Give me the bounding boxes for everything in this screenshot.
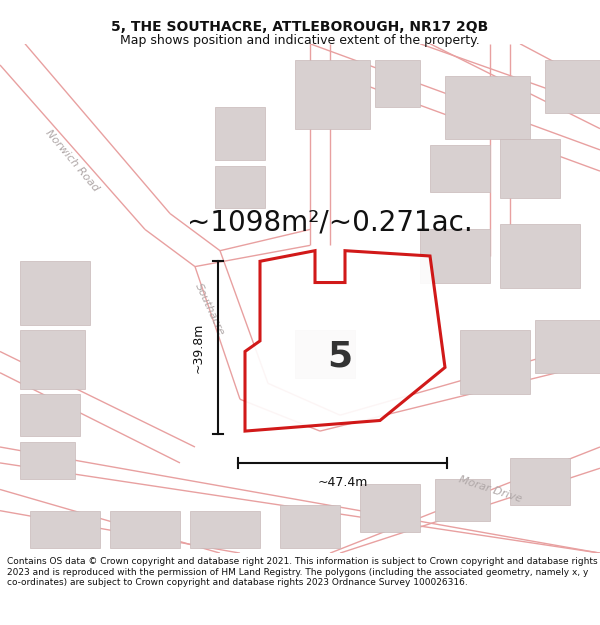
Polygon shape <box>430 144 490 192</box>
Polygon shape <box>20 442 75 479</box>
Polygon shape <box>20 330 85 389</box>
Text: ~39.8m: ~39.8m <box>191 322 205 373</box>
Polygon shape <box>215 107 265 161</box>
Polygon shape <box>460 330 530 394</box>
Text: Norwich Road: Norwich Road <box>43 127 101 193</box>
Polygon shape <box>535 319 600 372</box>
Polygon shape <box>375 59 420 108</box>
Polygon shape <box>20 261 90 325</box>
Polygon shape <box>420 229 490 282</box>
Text: Map shows position and indicative extent of the property.: Map shows position and indicative extent… <box>120 34 480 47</box>
Polygon shape <box>30 511 100 548</box>
Text: ~47.4m: ~47.4m <box>317 476 368 489</box>
Polygon shape <box>545 59 600 112</box>
Polygon shape <box>295 59 370 129</box>
Polygon shape <box>280 506 340 548</box>
Text: 5: 5 <box>328 340 353 374</box>
Polygon shape <box>190 511 260 548</box>
Polygon shape <box>295 330 355 378</box>
Polygon shape <box>245 251 445 431</box>
Text: Morar Drive: Morar Drive <box>457 474 523 504</box>
Text: 5, THE SOUTHACRE, ATTLEBOROUGH, NR17 2QB: 5, THE SOUTHACRE, ATTLEBOROUGH, NR17 2QB <box>112 20 488 34</box>
Polygon shape <box>435 479 490 521</box>
Polygon shape <box>20 394 80 436</box>
Polygon shape <box>110 511 180 548</box>
Polygon shape <box>360 484 420 532</box>
Polygon shape <box>510 458 570 506</box>
Polygon shape <box>215 166 265 208</box>
Polygon shape <box>445 76 530 139</box>
Polygon shape <box>500 224 580 288</box>
Polygon shape <box>500 139 560 198</box>
Text: ~1098m²/~0.271ac.: ~1098m²/~0.271ac. <box>187 208 473 236</box>
Text: Contains OS data © Crown copyright and database right 2021. This information is : Contains OS data © Crown copyright and d… <box>7 558 598 588</box>
Text: Southacre: Southacre <box>193 281 227 337</box>
